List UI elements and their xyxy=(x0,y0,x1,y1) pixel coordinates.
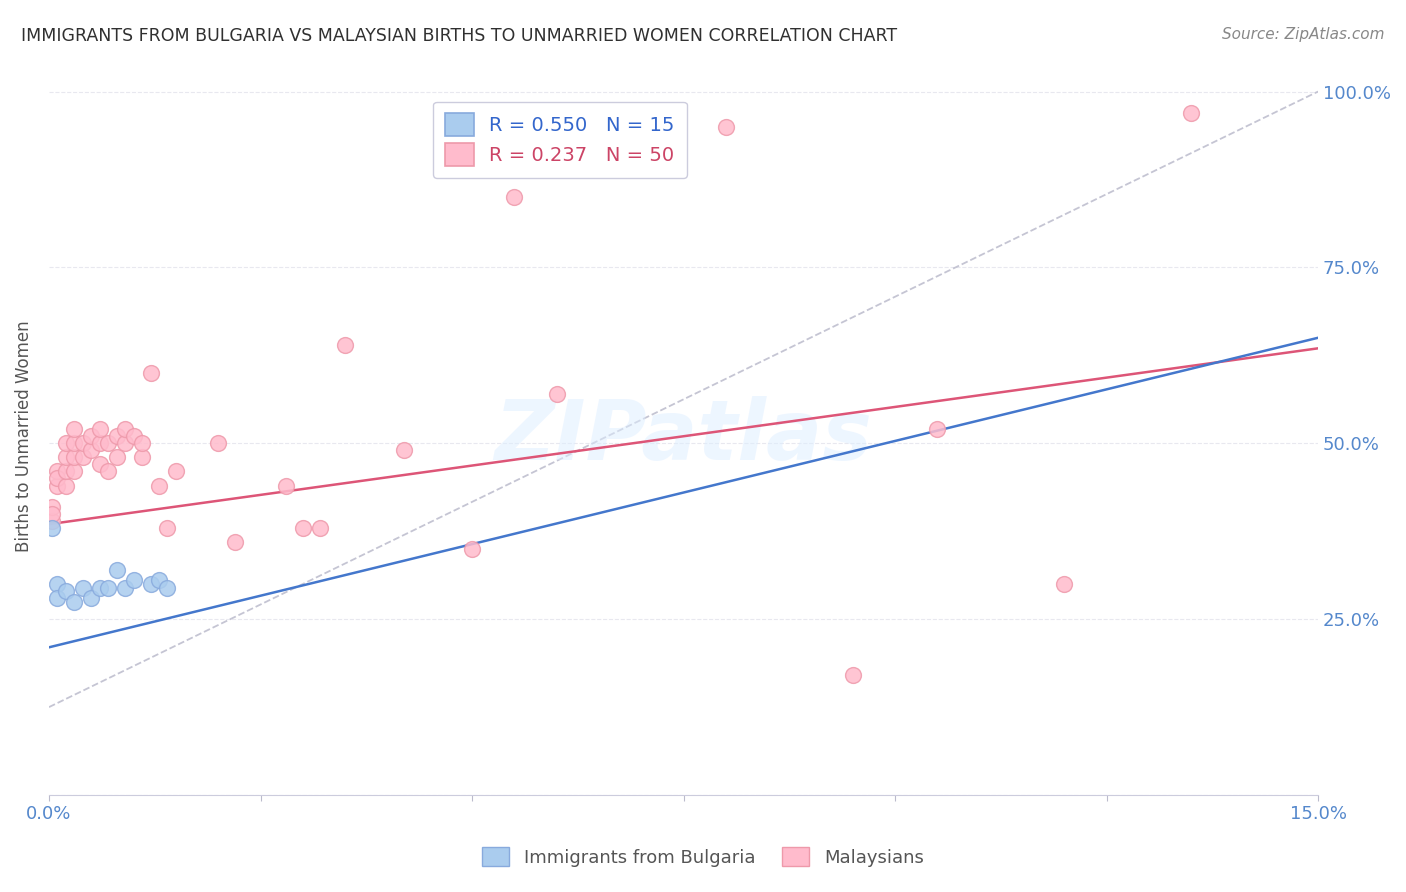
Point xyxy=(274,478,297,492)
Point xyxy=(89,581,111,595)
Point xyxy=(156,521,179,535)
Point xyxy=(927,422,949,436)
Point xyxy=(72,450,94,465)
Point xyxy=(72,436,94,450)
Point xyxy=(122,574,145,588)
Point xyxy=(63,436,86,450)
Point xyxy=(114,422,136,436)
Point xyxy=(41,507,63,521)
Point xyxy=(105,429,128,443)
Point xyxy=(148,478,170,492)
Point xyxy=(546,387,568,401)
Point xyxy=(89,422,111,436)
Point xyxy=(55,436,77,450)
Point xyxy=(89,436,111,450)
Point xyxy=(207,436,229,450)
Point xyxy=(80,429,103,443)
Point xyxy=(97,581,120,595)
Point xyxy=(1053,577,1076,591)
Point xyxy=(131,436,153,450)
Point xyxy=(80,443,103,458)
Point xyxy=(80,591,103,605)
Point xyxy=(41,514,63,528)
Point xyxy=(46,471,69,485)
Legend: Immigrants from Bulgaria, Malaysians: Immigrants from Bulgaria, Malaysians xyxy=(475,840,931,874)
Point xyxy=(148,574,170,588)
Point xyxy=(156,581,179,595)
Text: ZIPatlas: ZIPatlas xyxy=(495,396,873,476)
Point xyxy=(224,534,246,549)
Point xyxy=(114,581,136,595)
Point xyxy=(72,581,94,595)
Point xyxy=(503,190,526,204)
Point xyxy=(97,436,120,450)
Legend: R = 0.550   N = 15, R = 0.237   N = 50: R = 0.550 N = 15, R = 0.237 N = 50 xyxy=(433,102,686,178)
Point xyxy=(165,465,187,479)
Point xyxy=(122,429,145,443)
Point xyxy=(333,338,356,352)
Point xyxy=(63,422,86,436)
Point xyxy=(41,500,63,514)
Point xyxy=(97,465,120,479)
Point xyxy=(308,521,330,535)
Point xyxy=(55,584,77,599)
Point xyxy=(714,120,737,134)
Text: IMMIGRANTS FROM BULGARIA VS MALAYSIAN BIRTHS TO UNMARRIED WOMEN CORRELATION CHAR: IMMIGRANTS FROM BULGARIA VS MALAYSIAN BI… xyxy=(21,27,897,45)
Y-axis label: Births to Unmarried Women: Births to Unmarried Women xyxy=(15,320,32,552)
Point xyxy=(1180,105,1202,120)
Point xyxy=(139,577,162,591)
Point xyxy=(394,443,416,458)
Point xyxy=(41,521,63,535)
Text: Source: ZipAtlas.com: Source: ZipAtlas.com xyxy=(1222,27,1385,42)
Point xyxy=(114,436,136,450)
Point xyxy=(461,541,484,556)
Point xyxy=(55,478,77,492)
Point xyxy=(63,594,86,608)
Point xyxy=(46,478,69,492)
Point xyxy=(105,563,128,577)
Point xyxy=(55,465,77,479)
Point xyxy=(588,120,610,134)
Point xyxy=(131,450,153,465)
Point xyxy=(46,577,69,591)
Point xyxy=(139,366,162,380)
Point xyxy=(46,465,69,479)
Point xyxy=(291,521,314,535)
Point xyxy=(55,450,77,465)
Point xyxy=(89,458,111,472)
Point xyxy=(842,668,865,682)
Point xyxy=(63,450,86,465)
Point xyxy=(63,465,86,479)
Point xyxy=(105,450,128,465)
Point xyxy=(46,591,69,605)
